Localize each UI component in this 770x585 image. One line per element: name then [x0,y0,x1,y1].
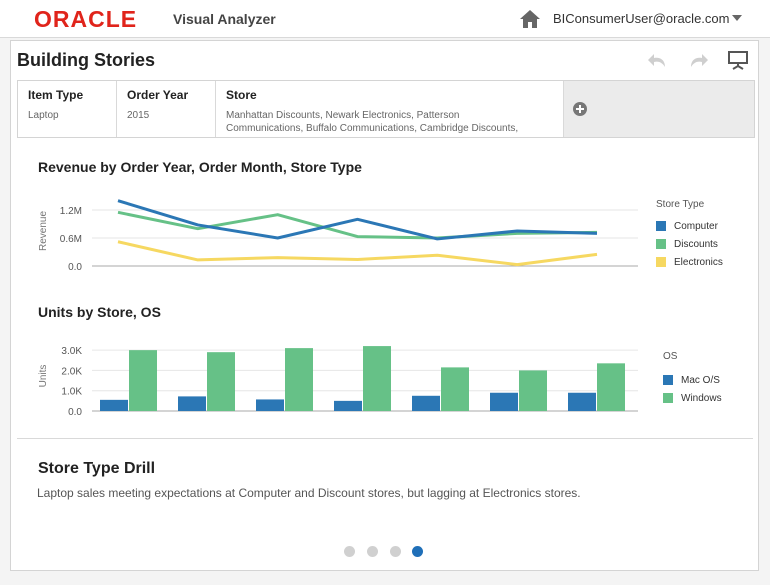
bar-macos [412,395,440,411]
legend-title: OS [663,351,678,362]
redo-icon[interactable] [687,50,709,70]
page-dot[interactable] [390,546,401,557]
y-tick-label: 2.0K [61,366,82,377]
drill-description: Laptop sales meeting expectations at Com… [37,486,581,500]
filter-name: Order Year [127,88,189,102]
legend-swatch [656,239,666,249]
y-axis-label: Units [38,365,49,388]
bar-windows [363,346,391,411]
legend-label: Mac O/S [681,375,720,386]
filter-value: 2015 [127,110,150,121]
bar-windows [519,370,547,411]
filter-value-line: Manhattan Discounts, Newark Electronics,… [226,110,460,121]
filter-name: Store [226,88,257,102]
bar-windows [207,352,235,411]
y-tick-label: 3.0K [61,346,82,357]
filter-name: Item Type [28,88,84,102]
legend-swatch [663,375,673,385]
legend-label: Windows [681,393,722,404]
legend-computer[interactable]: Computer [656,221,718,232]
bar-windows [129,350,157,411]
app-title: Visual Analyzer [173,11,276,27]
legend-swatch [663,393,673,403]
filter-item-type[interactable]: Item Type Laptop [18,81,117,137]
legend-electronics[interactable]: Electronics [656,257,723,268]
y-axis-label: Revenue [38,211,49,251]
filter-value: Laptop [28,110,59,121]
units-bar-chart[interactable]: 0.0 1.0K 2.0K 3.0K Units [30,338,650,428]
bar-macos [256,399,284,411]
undo-icon[interactable] [647,50,669,70]
revenue-chart-title: Revenue by Order Year, Order Month, Stor… [38,159,362,175]
bar-macos [490,392,518,411]
chevron-down-icon[interactable] [732,15,742,21]
user-menu[interactable]: BIConsumerUser@oracle.com [553,11,730,26]
y-tick-label: 0.0 [68,407,82,418]
legend-label: Computer [674,221,718,232]
page-title: Building Stories [17,50,156,70]
series-line-electronics [117,240,598,267]
bar-macos [100,399,128,411]
revenue-line-chart[interactable]: 0.0 0.6M 1.2M Revenue [30,185,650,280]
drill-title: Store Type Drill [38,460,156,477]
top-bar: ORACLE Visual Analyzer BIConsumerUser@or… [0,0,770,38]
legend-mac[interactable]: Mac O/S [663,375,720,386]
legend-label: Electronics [674,257,723,268]
page-dot[interactable] [367,546,378,557]
legend-swatch [656,257,666,267]
legend-label: Discounts [674,239,718,250]
filter-order-year[interactable]: Order Year 2015 [117,81,216,137]
bar-macos [568,392,596,411]
filter-value: Manhattan Discounts, Newark Electronics,… [226,109,518,135]
legend-discounts[interactable]: Discounts [656,239,718,250]
divider [17,438,753,439]
filter-store[interactable]: Store Manhattan Discounts, Newark Electr… [216,81,564,137]
legend-swatch [656,221,666,231]
filter-bar: Item Type Laptop Order Year 2015 Store M… [17,80,755,138]
bar-windows [597,363,625,411]
bar-macos [334,400,362,411]
y-tick-label: 0.0 [68,262,82,273]
page-dot-active[interactable] [412,546,423,557]
y-tick-label: 0.6M [60,234,82,245]
home-icon[interactable] [519,9,541,29]
units-chart-title: Units by Store, OS [38,304,161,320]
bar-windows [285,348,313,411]
series-line-discounts [117,210,598,240]
y-tick-label: 1.2M [60,206,82,217]
legend-title: Store Type [656,199,705,210]
bar-windows [441,367,469,411]
oracle-logo: ORACLE [34,6,138,32]
present-icon[interactable] [727,50,749,70]
series-line-computer [117,199,598,241]
y-tick-label: 1.0K [61,387,82,398]
add-filter-icon[interactable] [573,102,587,116]
filter-value-line: Communications, Buffalo Communications, … [226,123,519,134]
page-dot[interactable] [344,546,355,557]
legend-windows[interactable]: Windows [663,393,722,404]
bar-macos [178,396,206,411]
